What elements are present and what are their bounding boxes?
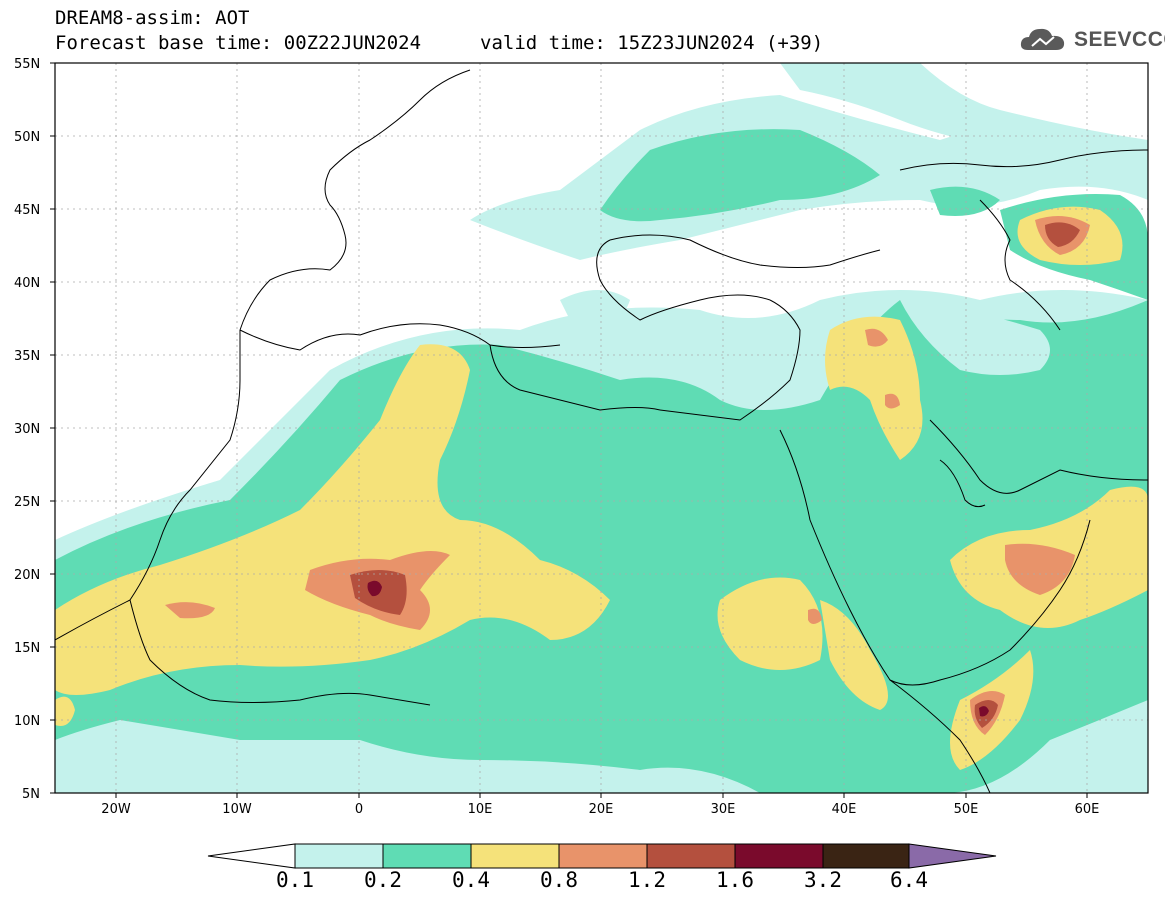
- colorbar-swatch: [734, 843, 824, 869]
- colorbar-label: 1.2: [628, 868, 666, 892]
- colorbar-label: 1.6: [716, 868, 754, 892]
- lon-label: 30E: [711, 802, 736, 817]
- colorbar-label: 0.2: [364, 868, 402, 892]
- lat-label: 35N: [14, 349, 40, 364]
- lon-label: 0: [355, 802, 363, 817]
- lat-label: 15N: [14, 641, 40, 656]
- colorbar-swatch: [646, 843, 736, 869]
- lon-label: 20E: [589, 802, 614, 817]
- axis-ticks: [50, 62, 1088, 798]
- lat-label: 50N: [14, 130, 40, 145]
- lon-label: 10E: [468, 802, 493, 817]
- lon-label: 40E: [832, 802, 857, 817]
- lat-label: 20N: [14, 568, 40, 583]
- lat-label: 40N: [14, 276, 40, 291]
- lat-label: 25N: [14, 495, 40, 510]
- aot-field: [55, 63, 1148, 793]
- lon-label: 60E: [1075, 802, 1100, 817]
- graticule: [55, 63, 1148, 793]
- lat-label: 30N: [14, 422, 40, 437]
- colorbar-over-triangle: [908, 843, 997, 869]
- valid-time-label: valid time: 15Z23JUN2024 (+39): [480, 32, 824, 54]
- colorbar-label: 6.4: [890, 868, 928, 892]
- lat-labels: 55N 50N 45N 40N 35N 30N 25N 20N 15N 10N …: [14, 57, 40, 802]
- colorbar: [207, 843, 997, 869]
- colorbar-label: 0.4: [452, 868, 490, 892]
- lon-labels: 20W 10W 0 10E 20E 30E 40E 50E 60E: [101, 802, 1099, 817]
- lon-label: 20W: [101, 802, 131, 817]
- colorbar-under-triangle: [207, 843, 296, 869]
- logo-text: SEEVCCC: [1074, 28, 1165, 51]
- coastlines: [55, 69, 1148, 793]
- lon-label: 50E: [954, 802, 979, 817]
- colorbar-swatch: [822, 843, 910, 869]
- lat-label: 5N: [22, 787, 40, 802]
- colorbar-swatch: [382, 843, 472, 869]
- lat-label: 45N: [14, 203, 40, 218]
- colorbar-label: 0.1: [276, 868, 314, 892]
- colorbar-swatch: [470, 843, 560, 869]
- lon-label: 10W: [222, 802, 252, 817]
- colorbar-swatch: [294, 843, 384, 869]
- colorbar-label: 3.2: [804, 868, 842, 892]
- lat-label: 10N: [14, 714, 40, 729]
- base-time-label: Forecast base time: 00Z22JUN2024: [55, 32, 422, 54]
- map-title: DREAM8-assim: AOT: [55, 7, 250, 29]
- colorbar-swatch: [558, 843, 648, 869]
- seevccc-logo: SEEVCCC: [1018, 24, 1165, 58]
- colorbar-label: 0.8: [540, 868, 578, 892]
- lat-label: 55N: [14, 57, 40, 72]
- cloud-icon: [1020, 28, 1065, 50]
